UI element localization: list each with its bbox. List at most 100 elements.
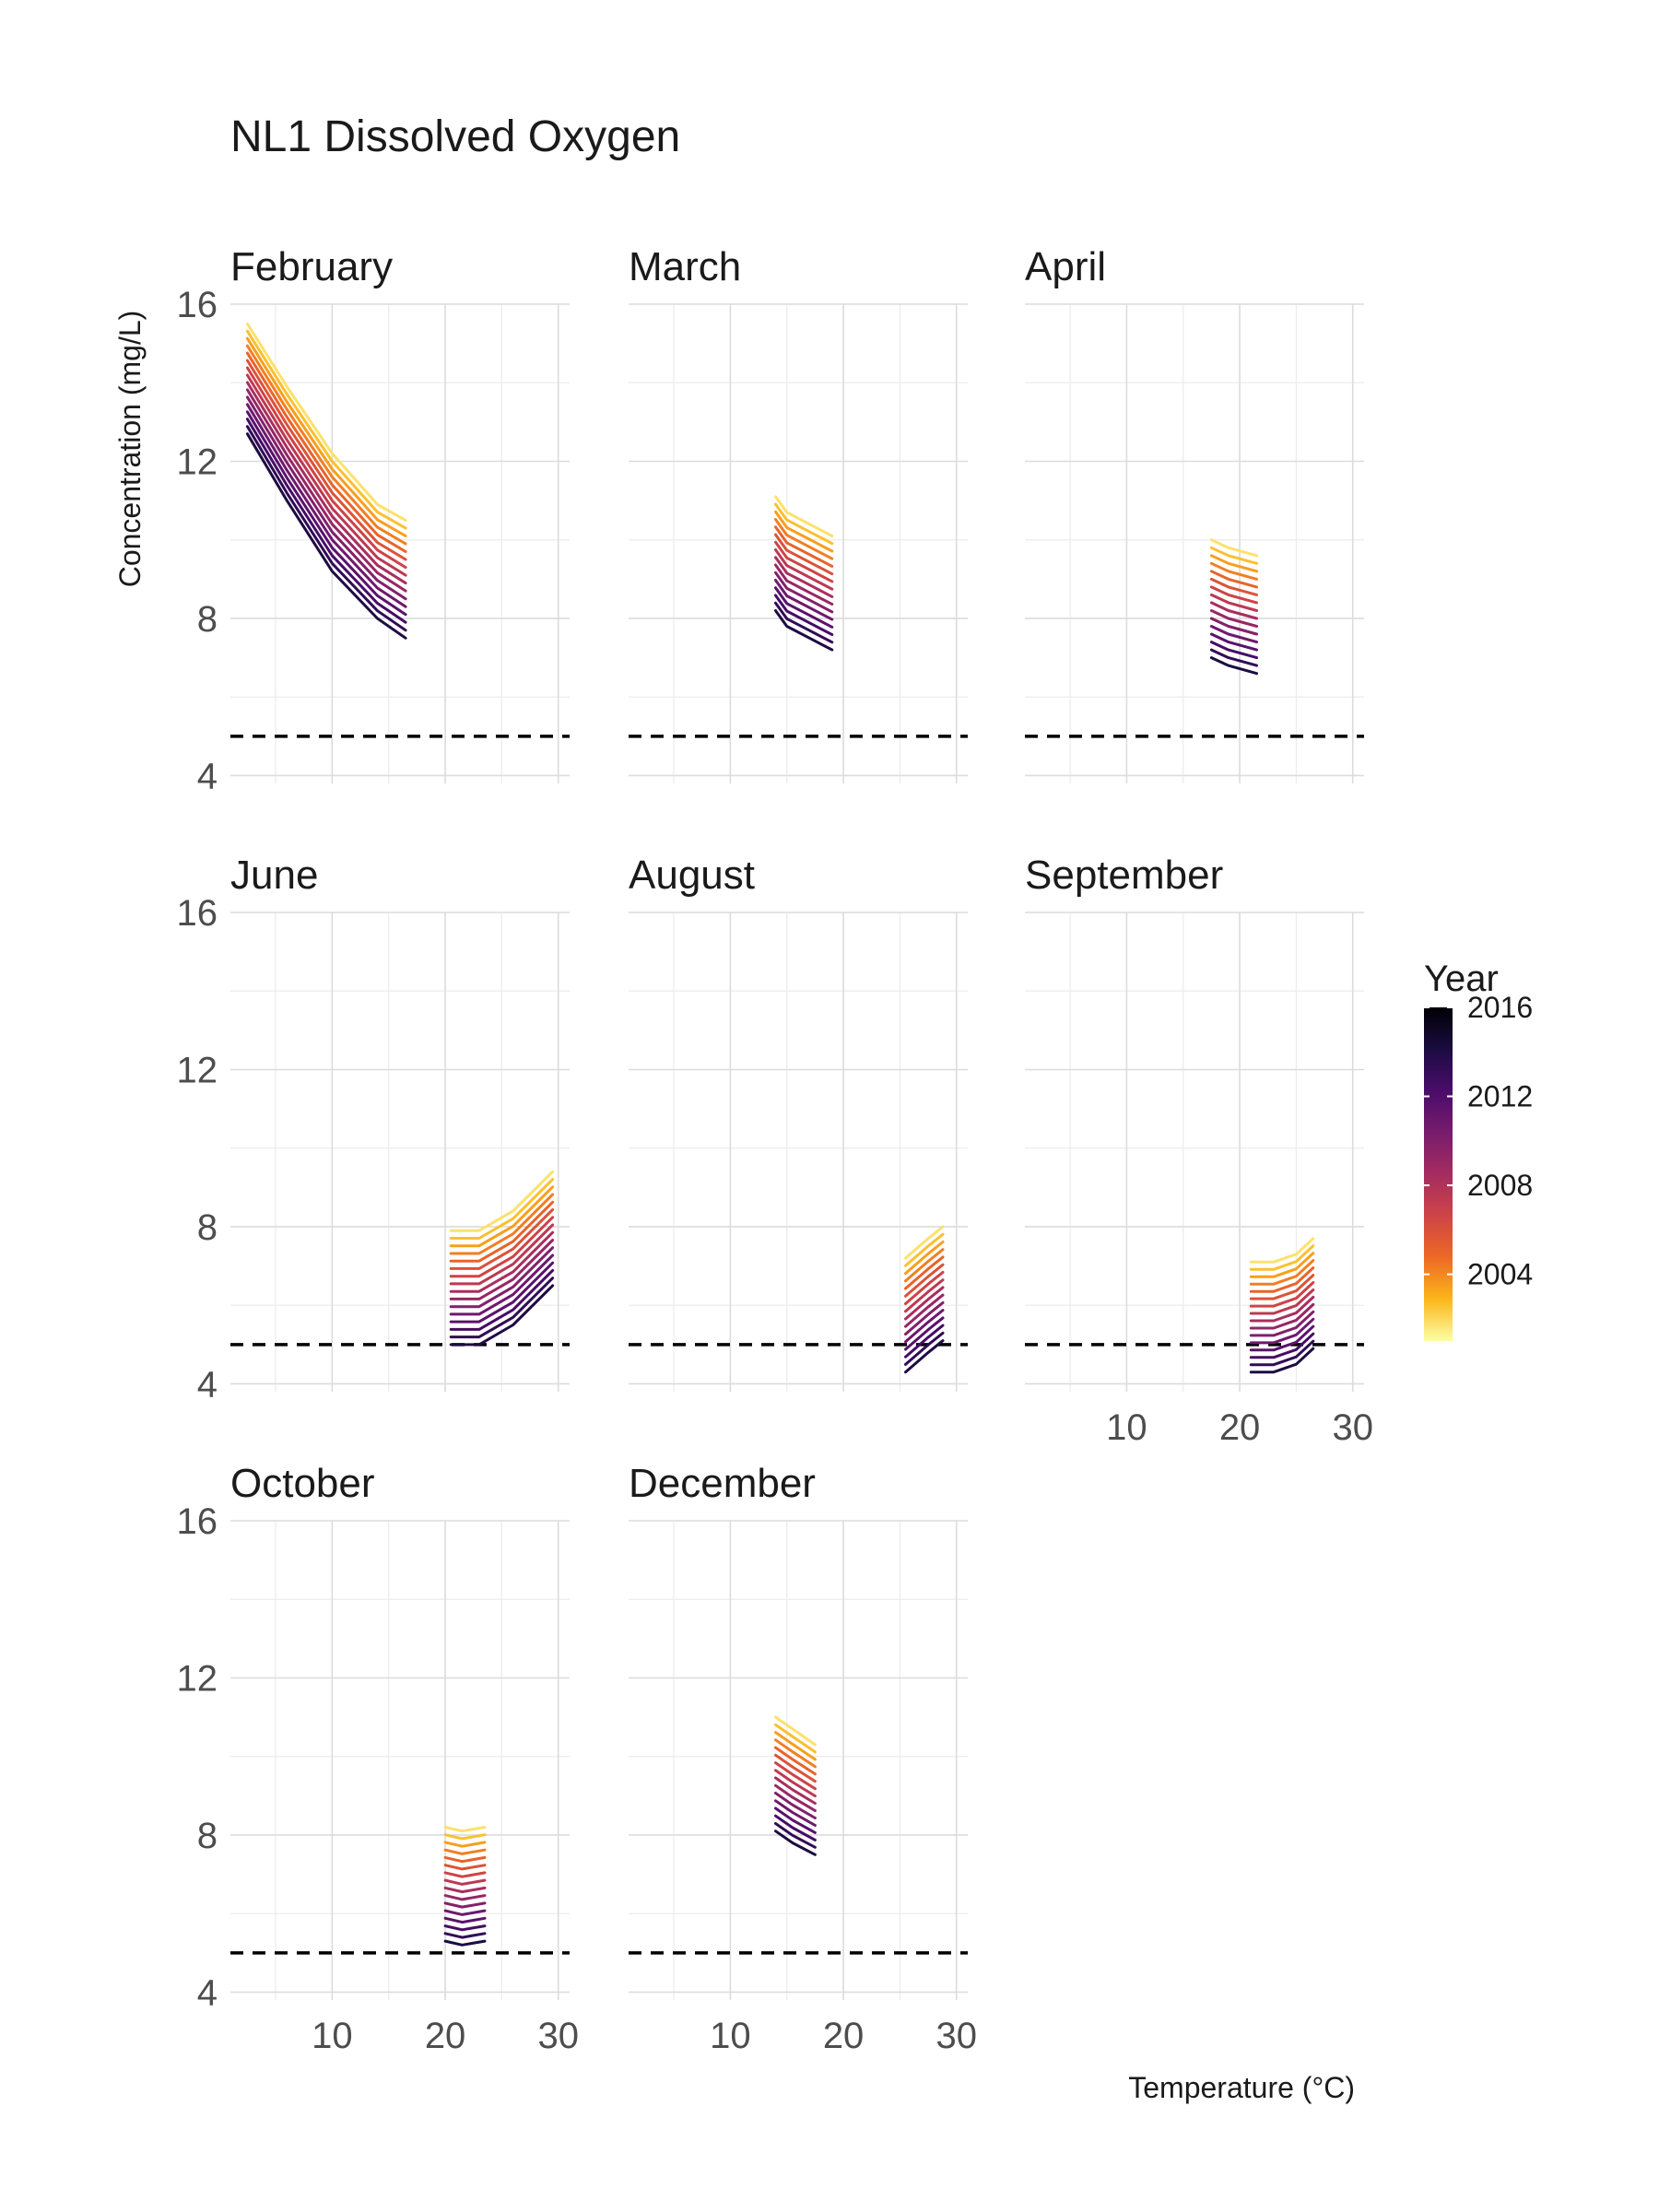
panel-title-december: December [629,1461,816,1506]
series-group-october [443,1826,487,1947]
series-line-2006 [904,1263,945,1298]
series-line-2006 [774,533,834,576]
series-line-2001 [774,495,834,537]
panel-february: February 4 8 12 16 [177,244,570,796]
series-line-2004 [449,1193,555,1255]
series-line-2014 [245,418,407,624]
series-line-2012 [1249,1317,1315,1345]
series-line-2014 [1249,1332,1315,1359]
y-tick-label: 4 [197,756,218,796]
legend-label: 2012 [1467,1080,1533,1113]
x-tick-label: 30 [537,2016,579,2056]
series-group-august [904,1225,945,1374]
series-line-2001 [245,322,407,522]
panel-title-september: September [1025,853,1223,898]
series-line-2013 [1249,1324,1315,1352]
series-group-march [774,495,834,652]
series-line-2009 [1209,601,1258,620]
panel-title-june: June [230,853,318,898]
grid-april [1025,303,1364,783]
y-axis-title: Concentration (mg/L) [113,311,147,588]
series-line-2014 [774,594,834,637]
y-tick-label: 12 [177,441,218,482]
series-line-2005 [774,525,834,568]
series-line-2005 [1209,570,1258,589]
series-line-2001 [1249,1237,1315,1264]
y-tick-label: 16 [177,893,218,934]
y-tick-label: 4 [197,1364,218,1405]
series-line-2016 [904,1339,945,1374]
series-line-2008 [1249,1288,1315,1315]
panel-title-march: March [629,244,741,289]
panel-june: June 4 8 12 16 [177,853,570,1405]
series-line-2005 [1249,1266,1315,1293]
series-line-2013 [245,410,407,617]
panel-august: August [629,853,968,1392]
series-line-2004 [245,344,407,546]
series-line-2009 [443,1886,487,1894]
y-tick-label: 16 [177,1501,218,1542]
series-line-2003 [1209,554,1258,573]
series-line-2004 [904,1248,945,1283]
series-line-2006 [443,1864,487,1871]
series-line-2005 [774,1746,817,1776]
series-line-2004 [774,518,834,560]
series-line-2010 [1209,609,1258,628]
series-group-december [774,1715,817,1856]
series-line-2010 [904,1293,945,1328]
series-line-2016 [774,609,834,652]
series-line-2006 [449,1208,555,1270]
y-tick-label: 8 [197,1816,218,1856]
series-line-2010 [774,1783,817,1813]
legend-label: 2008 [1467,1169,1533,1202]
series-line-2009 [449,1230,555,1293]
series-line-2001 [774,1715,817,1747]
year-legend: Year 2016 2012 2008 2004 [1424,959,1533,1341]
series-line-2011 [449,1246,555,1309]
series-group-april [1209,538,1258,676]
x-tick-label: 20 [823,2016,865,2056]
series-line-2004 [1249,1259,1315,1286]
x-tick-label: 30 [1332,1407,1373,1448]
series-line-2011 [443,1901,487,1909]
series-line-2011 [774,1792,817,1819]
series-line-2003 [443,1841,487,1848]
series-line-2011 [904,1300,945,1335]
series-line-2013 [449,1261,555,1324]
legend-label: 2016 [1467,991,1533,1024]
series-line-2011 [1249,1310,1315,1337]
grid-august [629,912,968,1392]
series-group-june [449,1170,555,1347]
series-line-2010 [774,563,834,606]
series-line-2006 [1209,577,1258,596]
series-line-2005 [449,1200,555,1263]
panel-title-august: August [629,853,755,898]
panel-september: September 10 20 30 [1025,853,1373,1448]
y-tick-label: 4 [197,1972,218,2013]
series-line-2007 [449,1216,555,1278]
panel-december: December 10 20 30 [629,1461,977,2056]
grid-december [629,1520,968,2000]
x-tick-label: 10 [312,2016,353,2056]
y-tick-label: 16 [177,285,218,325]
series-line-2001 [443,1826,487,1833]
series-line-2012 [245,403,407,608]
series-line-2008 [904,1278,945,1313]
series-line-2016 [1249,1347,1315,1374]
series-line-2008 [1209,593,1258,612]
series-line-2001 [449,1170,555,1232]
series-line-2007 [245,366,407,570]
series-line-2005 [904,1255,945,1290]
x-tick-label: 20 [425,2016,466,2056]
series-line-2005 [245,351,407,553]
series-line-2014 [1209,641,1258,660]
series-line-2011 [1209,617,1258,636]
series-line-2002 [774,502,834,546]
series-line-2008 [443,1878,487,1886]
series-line-2015 [245,425,407,632]
series-group-september [1249,1237,1315,1374]
legend-colorbar [1424,1007,1453,1341]
series-line-2015 [449,1277,555,1339]
series-line-2003 [904,1241,945,1276]
